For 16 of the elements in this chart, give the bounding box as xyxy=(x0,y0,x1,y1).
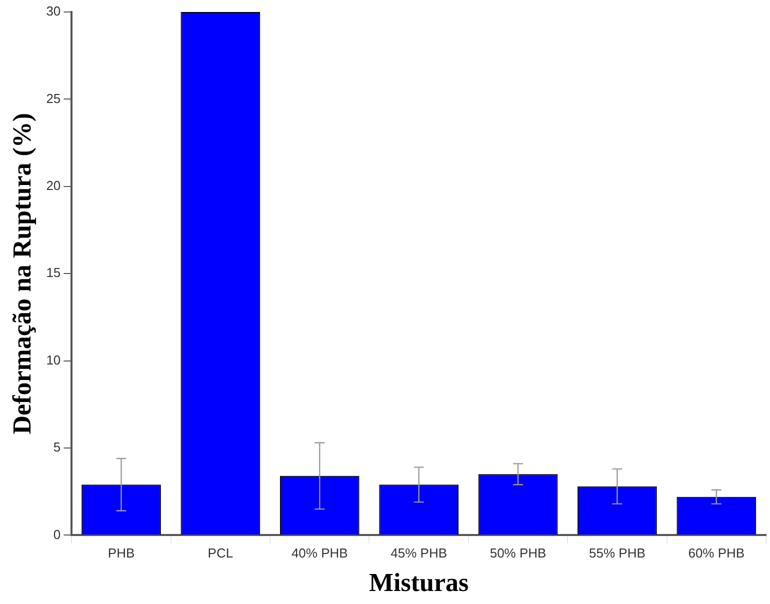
x-tick-label: 60% PHB xyxy=(688,546,745,561)
y-tick-label: 15 xyxy=(46,265,61,280)
y-axis-title: Deformação na Ruptura (%) xyxy=(7,112,36,434)
x-tick-label: 45% PHB xyxy=(390,546,448,561)
x-tick-label: 50% PHB xyxy=(490,546,546,561)
y-tick-label: 30 xyxy=(46,4,61,19)
x-tick-label: PCL xyxy=(208,546,234,561)
y-tick-label: 20 xyxy=(46,178,61,193)
y-tick-label: 5 xyxy=(53,440,61,455)
x-tick-label: 40% PHB xyxy=(291,546,348,561)
x-axis-title: Misturas xyxy=(368,568,469,598)
x-tick-label: 55% PHB xyxy=(589,546,646,561)
y-tick-label: 25 xyxy=(46,90,61,106)
y-tick-label: 10 xyxy=(46,352,61,368)
x-tick-label: PHB xyxy=(108,546,135,561)
y-tick-label: 0 xyxy=(53,526,61,542)
